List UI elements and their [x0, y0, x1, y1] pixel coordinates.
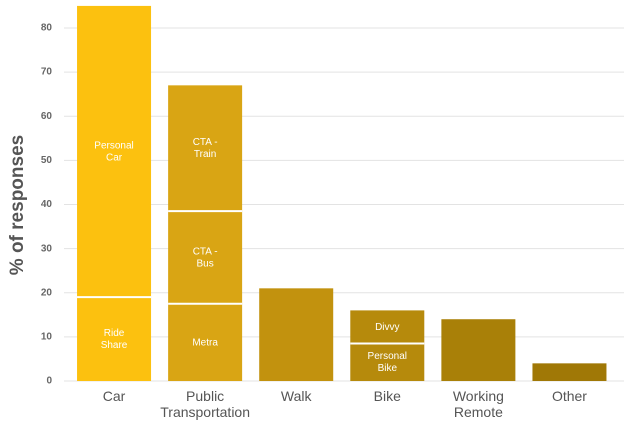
segment-label-line: CTA - [193, 137, 218, 148]
segment-label-line: Personal [368, 351, 407, 362]
segment-label: Divvy [375, 322, 399, 333]
x-tick-label: Bike [374, 388, 401, 404]
segment-label: Personal Bike [368, 351, 407, 374]
segment-label-line: Train [194, 149, 216, 160]
segment-label-line: Car [106, 152, 123, 163]
y-tick-label: 40 [41, 199, 53, 210]
segment-label-line: CTA - [193, 246, 218, 257]
segment-label-line: Divvy [375, 322, 399, 333]
bar-segment [350, 310, 425, 344]
x-tick-label-line: Transportation [160, 404, 250, 420]
x-tick-label: Working Remote [453, 388, 504, 420]
bar-segment [77, 297, 152, 381]
segment-label-line: Bus [197, 258, 214, 269]
bar-segment [350, 343, 425, 381]
segment-label-line: Bike [378, 363, 398, 374]
segment-label: Metra [192, 337, 218, 348]
bar-segment [168, 303, 243, 381]
x-tick-label-line: Public [186, 388, 224, 404]
bar-segment [77, 5, 152, 298]
segment-label: CTA -Bus [193, 246, 218, 269]
segment-label: CTA -Train [193, 137, 218, 160]
y-tick-label: 30 [41, 243, 53, 254]
y-tick-label: 60 [41, 111, 53, 122]
bar-segment [532, 363, 607, 381]
x-tick-label: Car [103, 388, 126, 404]
x-tick-label: Walk [281, 388, 313, 404]
segment-label-line: Ride [104, 328, 125, 339]
x-tick-label-line: Bike [374, 388, 401, 404]
y-tick-label: 20 [41, 287, 53, 298]
segment-label-line: Metra [192, 337, 218, 348]
x-tick-label-line: Car [103, 388, 126, 404]
x-tick-label-line: Remote [454, 404, 503, 420]
bar-segment [441, 319, 516, 381]
y-tick-label: 50 [41, 155, 53, 166]
segment-label: Personal Car [94, 140, 133, 163]
y-tick-label: 0 [46, 376, 52, 387]
y-tick-label: 10 [41, 332, 53, 343]
x-tick-label: Public Transportation [160, 388, 250, 420]
segment-label-line: Personal [94, 140, 133, 151]
bar-segment [259, 288, 334, 381]
bar-segment [168, 85, 243, 212]
x-tick-label-line: Working [453, 388, 504, 404]
x-tick-label: Other [552, 388, 587, 404]
y-axis-title: % of responses [7, 135, 28, 275]
y-tick-label: 80 [41, 23, 53, 34]
bar-segment [168, 211, 243, 304]
x-tick-label-line: Other [552, 388, 587, 404]
segment-label-line: Share [101, 340, 128, 351]
segment-label: Ride Share [101, 328, 128, 351]
x-tick-label-line: Walk [281, 388, 313, 404]
y-tick-label: 70 [41, 67, 53, 78]
